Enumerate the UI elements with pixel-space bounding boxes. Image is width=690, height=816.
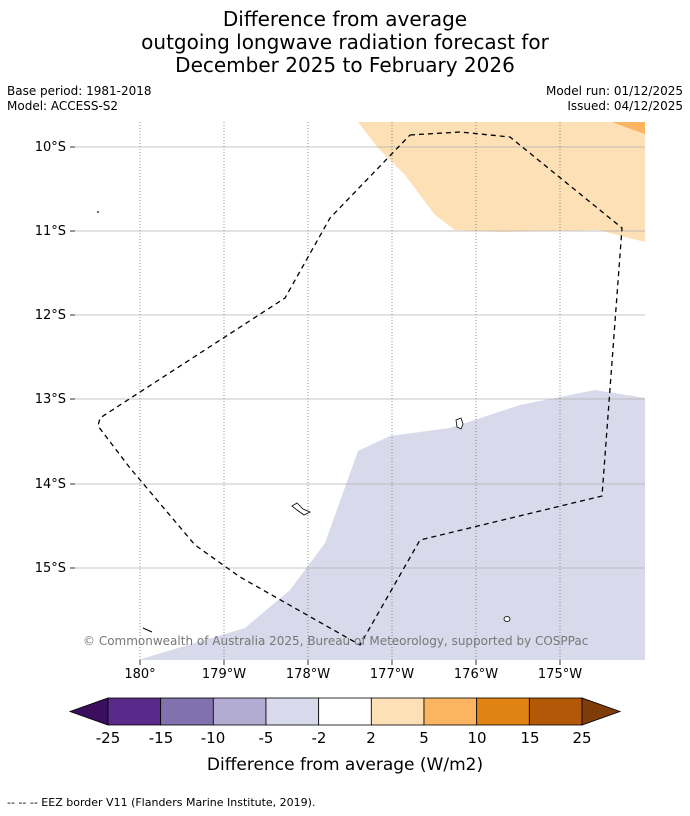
colorbar-tick-label: -15 [149,729,174,747]
colorbar-segment [476,697,530,726]
title-line-2: outgoing longwave radiation forecast for [141,30,549,54]
title-line-3: December 2025 to February 2026 [175,53,515,77]
colorbar-segment [318,697,372,726]
lon-label: 178°W [286,667,330,682]
colorbar-segment [265,697,320,726]
colorbar-tick-label: 5 [419,729,429,747]
lon-label: 179°W [202,667,246,682]
title-line-1: Difference from average [222,7,468,31]
colorbar-tick-label: -25 [96,729,121,747]
island-icon [503,616,511,622]
lon-label: 176°W [454,667,498,682]
lat-ticks [70,146,75,569]
colorbar-extend-high [581,697,622,726]
island-icon [455,417,464,430]
lat-label: 13°S [35,392,66,407]
model-run: Model run: 01/12/2025 [545,84,683,98]
chart-title: Difference from average outgoing longwav… [0,8,690,77]
meta-left: Base period: 1981-2018 Model: ACCESS-S2 [7,84,152,114]
colorbar-tick-label: 15 [520,729,539,747]
lat-label: 14°S [35,477,66,492]
eez-border [97,131,623,646]
colorbar-segment [528,697,583,726]
colorbar-tick-label: -5 [259,729,274,747]
colorbar-segment [423,697,478,726]
colorbar-segment [370,697,425,726]
positive-anomaly-region [358,122,645,242]
lat-label: 11°S [35,224,66,239]
lon-label: 175°W [538,667,582,682]
colorbar-tick-label: 25 [572,729,591,747]
eez-legend-note: -- -- -- EEZ border V11 (Flanders Marine… [7,796,316,809]
lon-label: 177°W [370,667,414,682]
colorbar-segment [212,697,267,726]
island-icon [97,211,99,213]
issued-date: Issued: 04/12/2025 [567,99,683,113]
colorbar-extend-low [68,697,109,726]
lon-label: 180° [124,667,155,682]
negative-anomaly-region [138,390,645,660]
colorbar-tick-label: -2 [312,729,327,747]
base-period: Base period: 1981-2018 [7,84,152,98]
island-icon [291,502,311,516]
colorbar-segment [160,697,214,726]
colorbar [68,697,622,726]
copyright-notice: © Commonwealth of Australia 2025, Bureau… [83,634,588,648]
lon-ticks [139,660,561,665]
colorbar-title: Difference from average (W/m2) [207,755,483,775]
colorbar-tick-label: -10 [201,729,226,747]
meta-right: Model run: 01/12/2025 Issued: 04/12/2025 [546,84,683,114]
island-icon [142,627,153,633]
model-name: Model: ACCESS-S2 [7,99,119,113]
lat-label: 10°S [35,140,66,155]
colorbar-ticks: -25 -15 -10 -5 -2 2 5 10 15 25 [96,729,592,747]
lat-label: 12°S [35,308,66,323]
map-area: © Commonwealth of Australia 2025, Bureau… [75,122,645,660]
colorbar-segment [107,697,162,726]
colorbar-tick-label: 2 [366,729,376,747]
lat-label: 15°S [35,561,66,576]
positive-anomaly-core [612,122,645,134]
colorbar-tick-label: 10 [467,729,486,747]
